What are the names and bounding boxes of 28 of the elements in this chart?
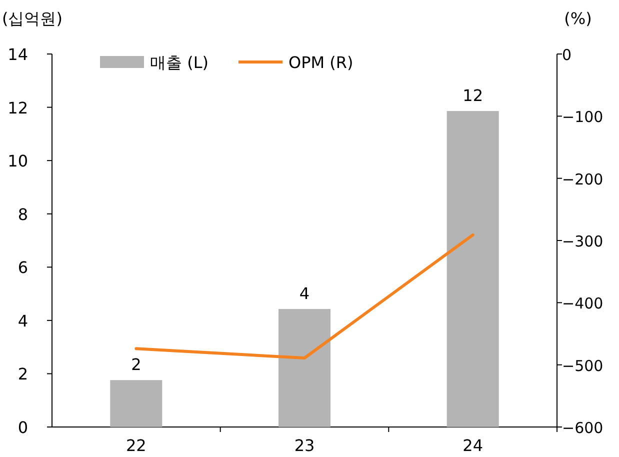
x-tick-label: 24 (462, 436, 484, 455)
y-tick-label: 0 (18, 418, 28, 437)
x-tick-label: 23 (294, 436, 315, 455)
y2-tick-label: −200 (562, 170, 604, 188)
y-tick-label: 6 (18, 258, 28, 278)
y2-tick-label: 0 (562, 46, 572, 64)
y-tick-label: 10 (8, 152, 28, 171)
y-tick-label: 14 (8, 45, 28, 64)
bar (278, 308, 330, 427)
y-tick-label: 4 (18, 311, 28, 330)
y2-tick-label: −500 (562, 356, 604, 375)
bar (110, 380, 162, 427)
data-label: 4 (299, 284, 310, 303)
y2-tick-label: −100 (562, 108, 604, 126)
x-tick-label: 22 (126, 436, 146, 455)
data-label: 2 (131, 355, 142, 374)
y2-axis-title: (%) (564, 9, 592, 28)
y2-tick-label: −300 (562, 232, 604, 250)
data-label: 12 (462, 86, 484, 106)
y-axis-title: (십억원) (2, 9, 62, 28)
y-tick-label: 12 (8, 98, 28, 118)
y-tick-label: 2 (18, 364, 28, 384)
bar (446, 111, 499, 427)
y-tick-label: 8 (18, 204, 28, 224)
legend-label: OPM (R) (288, 53, 354, 72)
legend-label: 매출 (L) (150, 53, 208, 72)
y2-tick-label: −400 (562, 294, 604, 313)
y2-tick-label: −600 (562, 419, 604, 437)
